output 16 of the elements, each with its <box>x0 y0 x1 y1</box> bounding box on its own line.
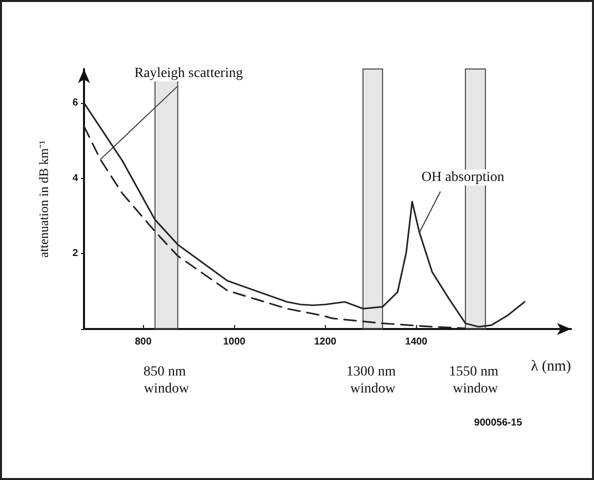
x-tick-label: 800 <box>134 336 152 348</box>
annotation: Rayleigh scattering <box>134 66 243 81</box>
x-tick-label: 1000 <box>223 336 246 348</box>
band-label: 850 nm window <box>143 364 190 396</box>
band-label: 1300 nm window <box>346 364 400 396</box>
annotation: OH absorption <box>421 170 504 186</box>
line-series <box>83 102 526 328</box>
x-tick-label: 1400 <box>405 336 428 348</box>
x-axis-title: λ (nm) <box>530 358 571 374</box>
y-tick-label: 4 <box>72 172 78 184</box>
band-label: 1550 nm window <box>448 364 502 396</box>
text: 900056-15 <box>474 418 522 428</box>
y-axis-title: attenuation in dB km⁻¹ <box>36 140 51 258</box>
x-tick-label: 1200 <box>314 336 337 348</box>
y-tick-label: 6 <box>72 97 78 108</box>
y-tick-label: 2 <box>72 248 78 260</box>
